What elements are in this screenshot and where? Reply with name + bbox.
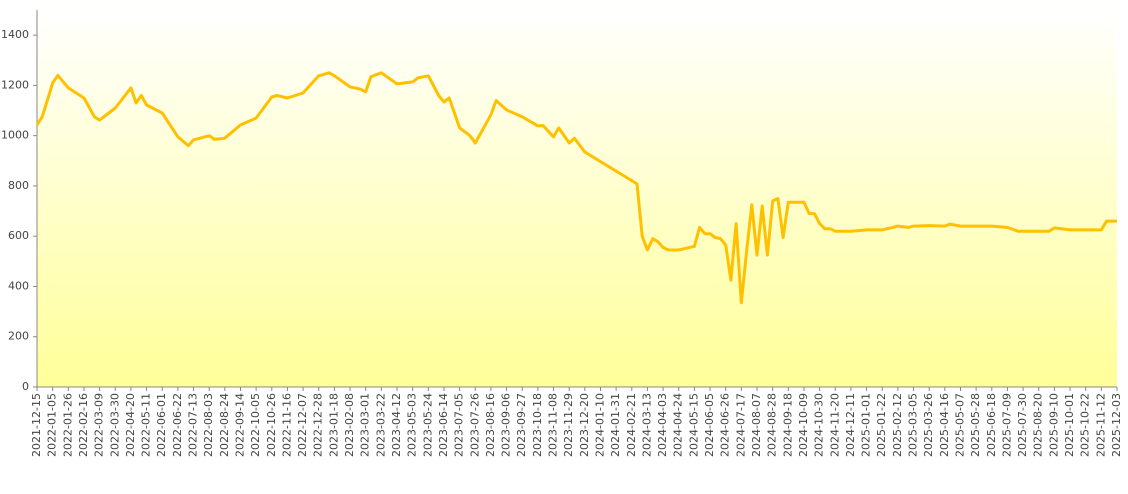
x-tick-label: 2022-03-09 [93,393,106,457]
x-tick-label: 2023-10-18 [531,393,544,457]
x-tick-label: 2024-06-05 [703,393,716,457]
x-tick-label: 2024-07-17 [734,393,747,457]
x-tick-label: 2025-01-01 [860,393,873,457]
y-tick-label: 600 [8,229,29,242]
x-tick-label: 2024-02-21 [625,393,638,457]
x-tick-label: 2024-01-31 [609,393,622,457]
x-tick-label: 2025-04-16 [938,393,951,457]
plot-area [37,10,1117,387]
x-tick-label: 2022-03-30 [108,393,121,457]
x-tick-label: 2022-08-24 [218,393,231,457]
x-tick-label: 2023-09-06 [500,393,513,457]
x-tick-label: 2025-07-09 [1000,393,1013,457]
x-tick-label: 2025-03-05 [907,393,920,457]
x-tick-label: 2024-05-15 [687,393,700,457]
x-tick-label: 2022-10-05 [249,393,262,457]
x-tick-label: 2024-04-03 [656,393,669,457]
x-tick-label: 2023-07-05 [453,393,466,457]
x-tick-label: 2022-11-16 [280,393,293,457]
x-tick-label: 2022-04-20 [124,393,137,457]
y-tick-label: 1200 [1,78,29,91]
x-tick-label: 2025-02-12 [891,393,904,457]
x-tick-label: 2022-12-28 [312,393,325,457]
x-tick-label: 2025-12-03 [1110,393,1123,457]
x-tick-label: 2024-04-24 [672,393,685,457]
y-tick-label: 1000 [1,129,29,142]
x-tick-label: 2022-05-11 [140,393,153,457]
x-tick-label: 2024-12-11 [844,393,857,457]
x-tick-label: 2024-10-09 [797,393,810,457]
x-tick-label: 2024-09-18 [781,393,794,457]
x-tick-label: 2025-08-20 [1032,393,1045,457]
x-tick-label: 2024-01-10 [593,393,606,457]
x-tick-label: 2021-12-15 [30,393,43,457]
data-line [35,71,1117,305]
x-tick-label: 2023-12-20 [578,393,591,457]
x-tick-label: 2023-03-01 [359,393,372,457]
x-tick-label: 2022-06-01 [155,393,168,457]
x-tick-label: 2024-08-07 [750,393,763,457]
x-tick-label: 2023-08-16 [484,393,497,457]
y-tick-label: 1400 [1,28,29,41]
x-tick-label: 2022-12-07 [296,393,309,457]
x-tick-label: 2023-11-08 [547,393,560,457]
x-tick-label: 2025-03-26 [922,393,935,457]
x-tick-label: 2023-03-22 [374,393,387,457]
x-tick-label: 2022-07-13 [187,393,200,457]
x-tick-label: 2022-01-05 [46,393,59,457]
x-tick-label: 2025-09-10 [1047,393,1060,457]
x-tick-label: 2022-02-16 [77,393,90,457]
x-tick-label: 2025-07-30 [1016,393,1029,457]
x-tick-label: 2024-10-30 [813,393,826,457]
x-tick-label: 2024-03-13 [640,393,653,457]
x-tick-label: 2025-01-22 [875,393,888,457]
x-tick-label: 2025-06-18 [985,393,998,457]
x-tick-label: 2024-11-20 [828,393,841,457]
x-tick-label: 2025-05-07 [953,393,966,457]
x-tick-label: 2022-10-26 [265,393,278,457]
x-tick-label: 2023-02-08 [343,393,356,457]
x-tick-label: 2024-08-28 [766,393,779,457]
x-tick-label: 2023-01-18 [327,393,340,457]
x-tick-label: 2022-01-26 [61,393,74,457]
x-tick-label: 2023-05-24 [421,393,434,457]
x-tick-label: 2024-06-26 [719,393,732,457]
x-tick-label: 2022-06-22 [171,393,184,457]
y-tick-label: 0 [22,380,29,393]
x-tick-label: 2022-08-03 [202,393,215,457]
y-tick-label: 400 [8,279,29,292]
x-tick-label: 2023-07-26 [468,393,481,457]
x-tick-label: 2023-09-27 [515,393,528,457]
x-tick-label: 2023-11-29 [562,393,575,457]
y-tick-label: 800 [8,179,29,192]
x-tick-label: 2025-11-12 [1094,393,1107,457]
x-tick-label: 2025-10-01 [1063,393,1076,457]
y-tick-label: 200 [8,330,29,343]
x-tick-label: 2022-09-14 [233,393,246,457]
x-tick-label: 2023-04-12 [390,393,403,457]
x-tick-label: 2023-05-03 [406,393,419,457]
x-tick-label: 2025-10-22 [1079,393,1092,457]
x-tick-label: 2025-05-28 [969,393,982,457]
x-tick-label: 2023-06-14 [437,393,450,457]
